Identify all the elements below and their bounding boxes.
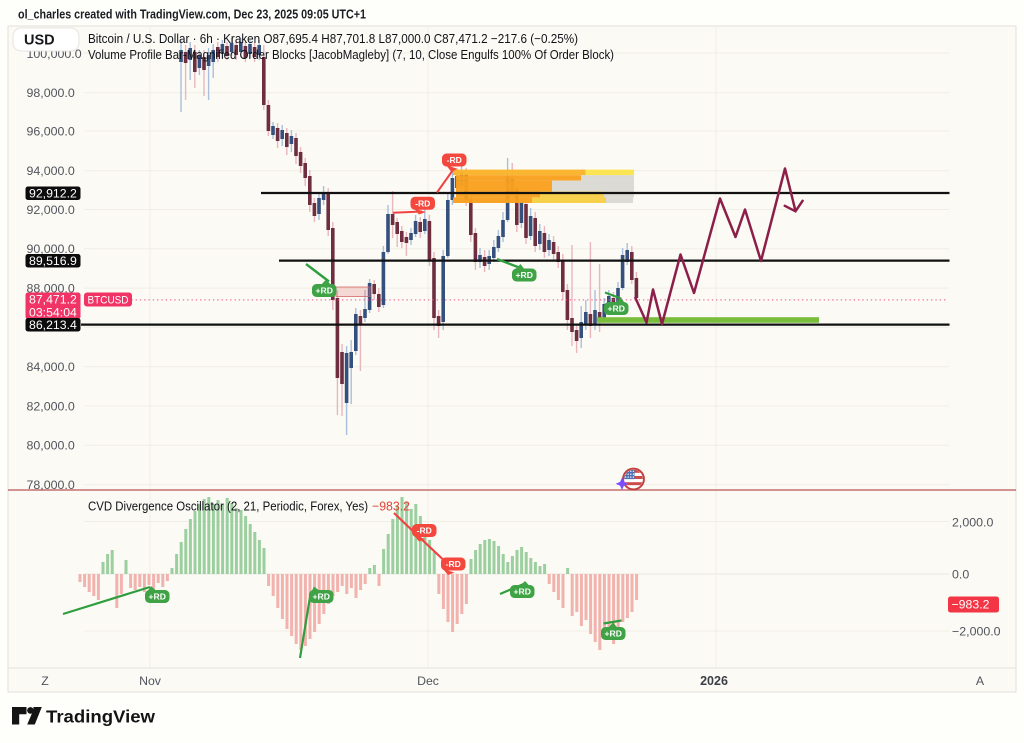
svg-text:Volume Profile Bar-Magnified O: Volume Profile Bar-Magnified Order Block… [88, 47, 614, 62]
svg-text:+RD: +RD [313, 592, 330, 602]
svg-text:+RD: +RD [516, 270, 533, 280]
svg-text:92,000.0: 92,000.0 [27, 203, 75, 217]
svg-text:+RD: +RD [608, 304, 625, 314]
svg-text:87,471.2: 87,471.2 [29, 292, 77, 306]
svg-text:03:54:04: 03:54:04 [29, 306, 77, 320]
svg-text:+RD: +RD [605, 629, 622, 639]
svg-text:2,000.0: 2,000.0 [952, 515, 993, 529]
svg-text:+RD: +RD [514, 587, 531, 597]
svg-text:0.0: 0.0 [952, 567, 969, 581]
svg-text:88,000.0: 88,000.0 [27, 281, 75, 295]
svg-text:80,000.0: 80,000.0 [27, 439, 75, 453]
svg-text:86,213.4: 86,213.4 [29, 318, 77, 332]
svg-text:−983.2: −983.2 [372, 499, 410, 514]
svg-text:Z: Z [41, 674, 49, 688]
svg-text:A: A [976, 674, 985, 688]
svg-text:98,000.0: 98,000.0 [27, 86, 75, 100]
svg-text:+RD: +RD [149, 592, 166, 602]
svg-text:BTCUSD: BTCUSD [88, 294, 129, 306]
svg-text:−2,000.0: −2,000.0 [952, 624, 1001, 638]
svg-text:CVD Divergence Oscillator (2,: CVD Divergence Oscillator (2, 21, Period… [88, 499, 368, 514]
svg-text:89,516.9: 89,516.9 [29, 254, 77, 268]
svg-text:+RD: +RD [316, 286, 333, 296]
svg-text:ol_charles created with Tradin: ol_charles created with TradingView.com,… [18, 7, 366, 22]
svg-text:USD: USD [24, 33, 55, 49]
svg-text:78,000.0: 78,000.0 [27, 478, 75, 492]
svg-text:-RD: -RD [446, 559, 461, 569]
svg-text:2026: 2026 [700, 674, 728, 688]
svg-text:Nov: Nov [139, 674, 162, 688]
svg-text:-RD: -RD [417, 526, 432, 536]
svg-text:92,912.2: 92,912.2 [29, 186, 77, 200]
svg-text:96,000.0: 96,000.0 [27, 124, 75, 138]
svg-text:94,000.0: 94,000.0 [27, 164, 75, 178]
svg-text:Bitcoin / U.S. Dollar · 6h · K: Bitcoin / U.S. Dollar · 6h · Kraken O87,… [88, 31, 578, 46]
svg-text:84,000.0: 84,000.0 [27, 360, 75, 374]
svg-text:Dec: Dec [417, 674, 439, 688]
svg-text:90,000.0: 90,000.0 [27, 242, 75, 256]
svg-text:−983.2: −983.2 [952, 598, 990, 612]
svg-text:-RD: -RD [447, 155, 462, 165]
svg-text:82,000.0: 82,000.0 [27, 399, 75, 413]
svg-text:-RD: -RD [415, 198, 430, 208]
svg-text:TradingView: TradingView [46, 707, 156, 727]
